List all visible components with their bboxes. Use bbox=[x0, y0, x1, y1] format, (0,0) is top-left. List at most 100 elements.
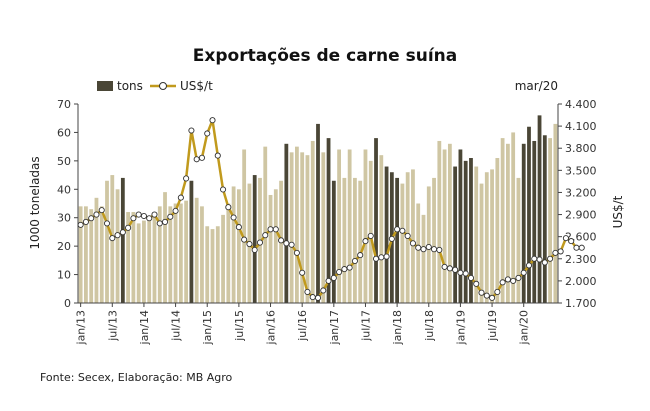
point-usdt bbox=[351, 257, 358, 265]
bar-tons bbox=[495, 158, 500, 303]
point-usdt bbox=[362, 238, 369, 245]
point-usdt bbox=[562, 235, 569, 242]
y-left-tick-label: 10 bbox=[57, 269, 71, 282]
bar-tons bbox=[437, 140, 442, 303]
point-usdt bbox=[409, 240, 417, 247]
y-left-tick-label: 20 bbox=[57, 240, 71, 253]
y-right-tick-label: 2.000 bbox=[565, 275, 597, 288]
bar-tons bbox=[215, 226, 220, 303]
x-tick-label: jan/20 bbox=[518, 310, 531, 345]
point-usdt bbox=[330, 274, 337, 281]
point-usdt bbox=[473, 280, 480, 287]
bar-tons bbox=[136, 223, 141, 303]
y-axis-right-label: US$/t bbox=[611, 195, 625, 228]
point-usdt bbox=[578, 244, 585, 251]
point-usdt bbox=[93, 211, 100, 218]
point-usdt bbox=[146, 215, 153, 222]
point-usdt bbox=[193, 156, 200, 163]
bar-tons bbox=[105, 180, 109, 303]
bar-tons bbox=[368, 160, 373, 303]
legend-marker-usdt bbox=[159, 82, 167, 90]
y-left-tick-label: 40 bbox=[57, 183, 71, 196]
y-right-tick-label: 3.200 bbox=[565, 186, 597, 199]
y-axis-left-ticks: 0 10 20 30 40 50 60 70 bbox=[57, 98, 78, 310]
point-usdt bbox=[82, 218, 89, 225]
bar-tons bbox=[532, 140, 537, 303]
point-usdt bbox=[251, 246, 258, 253]
bar-tons bbox=[527, 126, 531, 304]
bar-tons bbox=[210, 229, 215, 303]
legend-label-usdt: US$/t bbox=[180, 79, 213, 93]
point-usdt bbox=[520, 269, 527, 276]
point-usdt bbox=[198, 154, 206, 161]
x-tick-label: jan/16 bbox=[265, 310, 278, 345]
point-usdt bbox=[103, 220, 111, 227]
bar-tons bbox=[442, 149, 447, 303]
point-usdt bbox=[372, 255, 380, 262]
y-right-tick-label: 4.400 bbox=[565, 98, 597, 111]
point-usdt bbox=[241, 236, 248, 243]
point-usdt bbox=[209, 117, 216, 124]
bar-tons bbox=[126, 212, 131, 303]
x-tick-label: jan/19 bbox=[454, 310, 467, 345]
x-tick-label: jul/17 bbox=[359, 310, 372, 342]
point-usdt bbox=[140, 212, 147, 220]
point-usdt bbox=[510, 277, 517, 284]
point-usdt bbox=[525, 262, 533, 269]
axes bbox=[77, 104, 559, 304]
y-right-tick-label: 1.700 bbox=[565, 297, 597, 310]
y-right-tick-label: 3.800 bbox=[565, 142, 597, 155]
chart-title: Exportações de carne suína bbox=[193, 46, 457, 66]
x-tick-label: jul/16 bbox=[296, 310, 309, 342]
y-right-tick-label: 2.300 bbox=[565, 253, 597, 266]
y-right-tick-label: 2.900 bbox=[565, 209, 597, 222]
point-usdt bbox=[135, 211, 142, 218]
bar-tons bbox=[505, 143, 510, 303]
legend: tons US$/t bbox=[97, 79, 213, 93]
x-tick-label: jul/14 bbox=[170, 310, 183, 342]
point-usdt bbox=[167, 213, 174, 220]
point-usdt bbox=[394, 226, 401, 233]
point-usdt bbox=[156, 220, 163, 227]
bar-tons bbox=[284, 143, 289, 303]
point-usdt bbox=[441, 263, 448, 270]
bar-tons bbox=[326, 138, 331, 303]
x-tick-label: jan/14 bbox=[138, 310, 151, 345]
point-usdt bbox=[436, 246, 443, 253]
point-usdt bbox=[278, 237, 285, 244]
point-usdt bbox=[130, 215, 137, 222]
point-usdt bbox=[536, 256, 543, 263]
point-usdt bbox=[177, 194, 184, 201]
y-left-tick-label: 30 bbox=[57, 212, 71, 225]
point-usdt bbox=[489, 294, 496, 301]
point-usdt bbox=[188, 127, 195, 134]
bar-tons bbox=[226, 203, 231, 303]
bar-tons bbox=[89, 209, 94, 303]
markers-usdt bbox=[77, 117, 585, 301]
point-usdt bbox=[235, 224, 242, 231]
point-usdt bbox=[325, 277, 332, 284]
point-usdt bbox=[467, 274, 475, 281]
point-usdt bbox=[161, 218, 169, 225]
point-usdt bbox=[378, 254, 385, 261]
point-usdt bbox=[383, 253, 390, 260]
point-usdt bbox=[357, 252, 364, 259]
point-usdt bbox=[283, 240, 290, 247]
bar-tons bbox=[152, 212, 157, 303]
point-usdt bbox=[98, 207, 105, 214]
point-usdt bbox=[399, 227, 406, 234]
point-usdt bbox=[531, 255, 538, 262]
bar-tons bbox=[342, 177, 347, 303]
bar-tons bbox=[469, 158, 473, 303]
y-left-tick-label: 70 bbox=[57, 98, 71, 111]
point-usdt bbox=[346, 264, 353, 271]
period-label: mar/20 bbox=[515, 79, 558, 93]
y-right-tick-label: 3.500 bbox=[565, 164, 597, 177]
point-usdt bbox=[430, 246, 438, 253]
bar-tons bbox=[131, 212, 136, 303]
point-usdt bbox=[109, 235, 116, 242]
bar-tons bbox=[400, 183, 405, 303]
legend-swatch-tons bbox=[97, 81, 113, 91]
point-usdt bbox=[404, 232, 411, 239]
point-usdt bbox=[547, 255, 554, 262]
